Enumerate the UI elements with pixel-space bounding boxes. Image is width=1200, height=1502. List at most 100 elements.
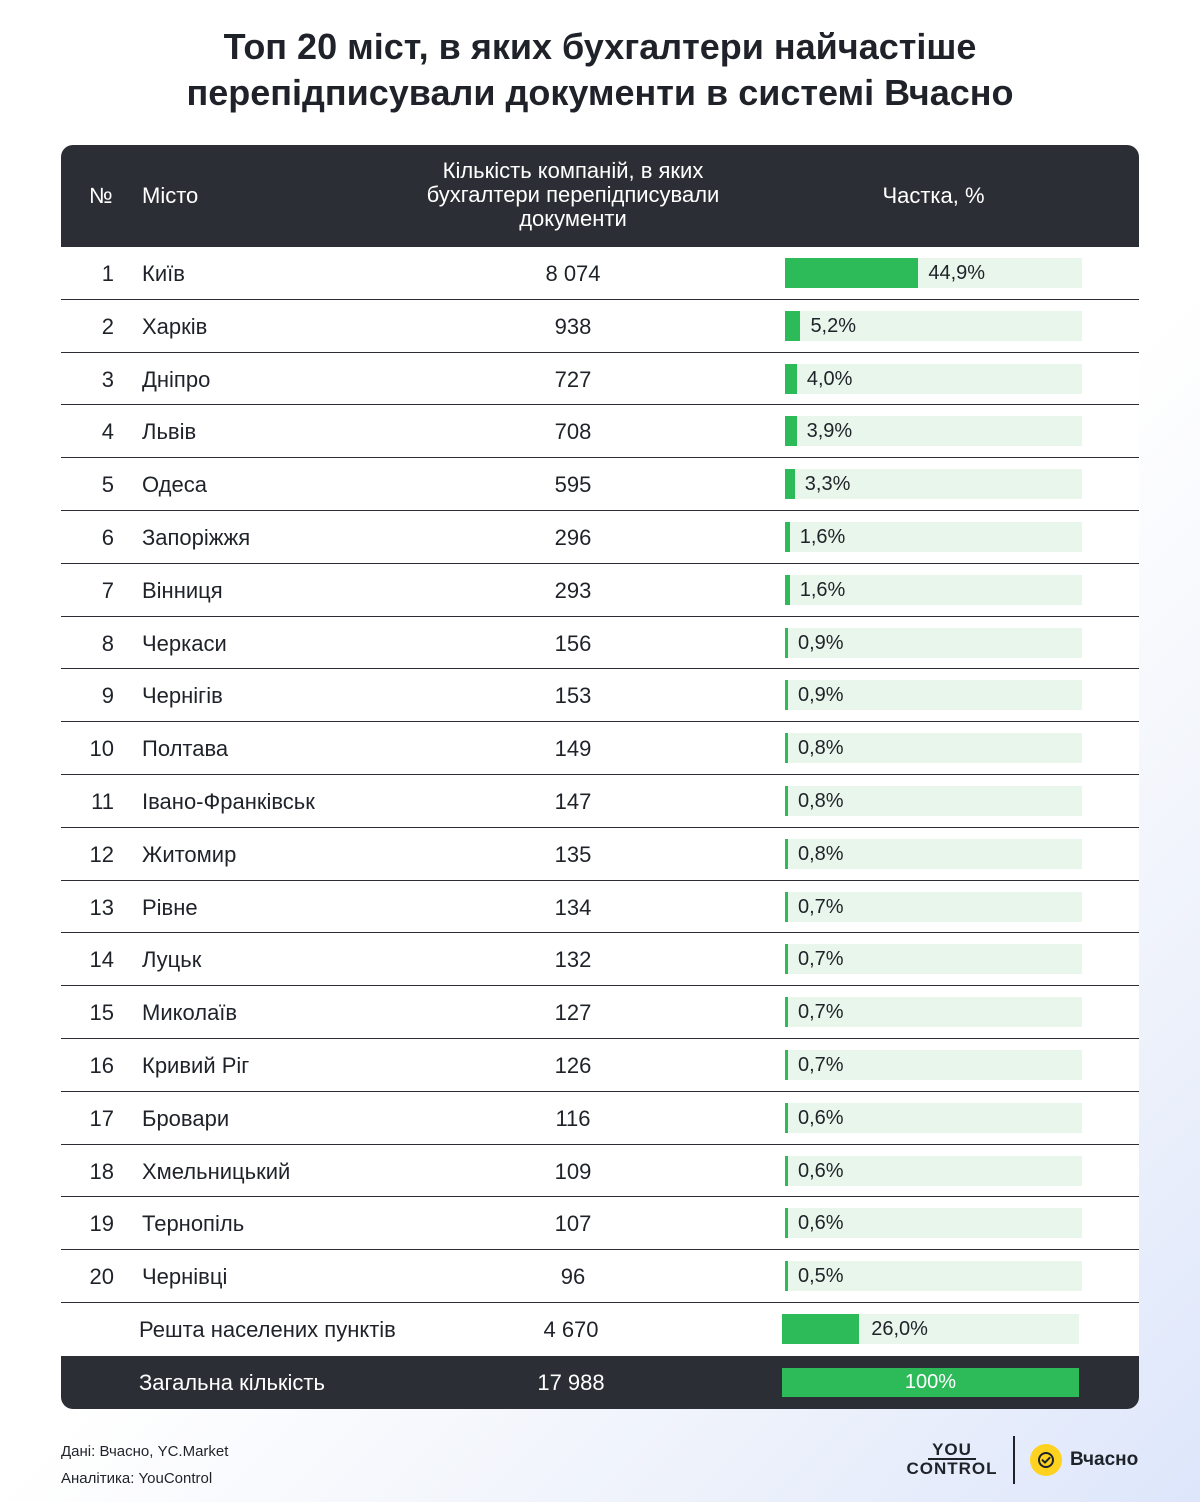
- row-count: 96: [560, 1264, 586, 1290]
- table-row: 19 Тернопіль 107 0,6%: [61, 1197, 1139, 1251]
- share-label: 0,5%: [798, 1265, 844, 1288]
- row-city: Житомир: [142, 841, 237, 867]
- row-number: 1: [101, 261, 114, 286]
- table-row: 8 Черкаси 156 0,9%: [61, 616, 1139, 670]
- row-count: 156: [554, 630, 592, 656]
- header-count: Кількість компаній, в яких бухгалтери пе…: [401, 159, 745, 231]
- vchasno-logo-label: Вчасно: [1070, 1449, 1139, 1470]
- share-label: 4,0%: [806, 367, 853, 390]
- total-label: Загальна кількість: [139, 1369, 325, 1395]
- share-label: 0,8%: [798, 842, 844, 865]
- share-label: 3,9%: [806, 420, 853, 443]
- row-count: 149: [554, 736, 592, 762]
- row-city: Львів: [142, 419, 197, 445]
- share-track: 1,6%: [785, 574, 1082, 605]
- share-bar: [785, 416, 797, 447]
- rest-label: Решта населених пунктів: [139, 1316, 396, 1342]
- share-track: 0,8%: [785, 785, 1082, 816]
- row-count: 126: [554, 1052, 592, 1078]
- row-city: Черкаси: [142, 630, 227, 656]
- title-line-1: Топ 20 міст, в яких бухгалтери найчастіш…: [223, 26, 977, 67]
- share-track: 3,9%: [785, 416, 1082, 447]
- share-track: 0,7%: [785, 1049, 1082, 1080]
- share-bar: [785, 310, 801, 341]
- chart-title: Топ 20 міст, в яких бухгалтери найчастіш…: [0, 24, 1200, 116]
- rest-share-bar: [782, 1313, 860, 1344]
- share-label: 1,6%: [799, 578, 846, 601]
- share-track: 3,3%: [785, 469, 1082, 500]
- data-table: № Місто Кількість компаній, в яких бухга…: [61, 145, 1139, 1409]
- share-label: 5,2%: [810, 314, 857, 337]
- share-label: 0,9%: [798, 631, 844, 654]
- share-track: 0,6%: [785, 1208, 1082, 1239]
- share-track: 0,7%: [785, 944, 1082, 975]
- rest-count: 4 670: [543, 1316, 599, 1342]
- total-share-bar: 100%: [782, 1367, 1079, 1397]
- table-row: 12 Житомир 135 0,8%: [61, 827, 1139, 881]
- youcontrol-logo-line-1: YOU: [928, 1441, 976, 1460]
- row-city: Полтава: [142, 736, 229, 762]
- row-number: 14: [89, 947, 114, 973]
- title-line-2: перепідписували документи в системі Вчас…: [186, 72, 1014, 113]
- share-track: 0,8%: [785, 733, 1082, 764]
- share-track: 5,2%: [785, 310, 1082, 341]
- row-city: Рівне: [142, 894, 198, 920]
- header-count-line-1: Кількість компаній, в яких: [442, 158, 704, 183]
- total-count: 17 988: [537, 1369, 605, 1395]
- share-bar: [785, 944, 788, 975]
- share-label: 0,7%: [798, 1001, 844, 1024]
- table-row: 15 Миколаїв 127 0,7%: [61, 986, 1139, 1039]
- row-city: Запоріжжя: [142, 524, 251, 550]
- share-track: 0,9%: [785, 627, 1082, 658]
- row-number: 9: [101, 683, 114, 709]
- header-city: Місто: [142, 183, 199, 208]
- table-row: 9 Чернігів 153 0,9%: [61, 669, 1139, 723]
- row-number: 18: [89, 1158, 114, 1184]
- row-count: 127: [554, 1000, 592, 1026]
- row-count: 109: [554, 1158, 592, 1184]
- table-row: 14 Луцьк 132 0,7%: [61, 933, 1139, 987]
- row-count: 134: [554, 894, 592, 920]
- row-number: 13: [89, 894, 114, 920]
- table-row: 7 Вінниця 293 1,6%: [61, 563, 1139, 617]
- share-bar: [785, 1049, 788, 1080]
- share-bar: [785, 1208, 788, 1239]
- table-body: 1 Київ 8 074 44,9% 2 Харків 938 5,2% 3 Дніпро 727 4…: [61, 247, 1139, 1303]
- row-count: 147: [554, 788, 592, 814]
- row-city: Вінниця: [142, 577, 223, 603]
- source-note: Дані: Вчасно, YC.Market: [61, 1443, 229, 1460]
- table-row: 2 Харків 938 5,2%: [61, 299, 1139, 353]
- footer-notes: Дані: Вчасно, YC.Market Аналітика: YouCo…: [61, 1438, 228, 1492]
- rest-share-track: 26,0%: [782, 1313, 1079, 1344]
- table-row: 13 Рівне 134 0,7%: [61, 880, 1139, 934]
- row-number: 11: [91, 788, 114, 814]
- row-city: Чернівці: [142, 1264, 228, 1290]
- share-track: 0,5%: [785, 1261, 1082, 1292]
- share-track: 0,6%: [785, 1102, 1082, 1133]
- table-row: 10 Полтава 149 0,8%: [61, 722, 1139, 775]
- share-bar: [785, 891, 788, 922]
- share-bar: [785, 469, 795, 500]
- row-city: Луцьк: [142, 947, 202, 973]
- youcontrol-logo-line-2: CONTROL: [906, 1459, 998, 1478]
- table-row: 20 Чернівці 96 0,5%: [61, 1250, 1139, 1303]
- share-label: 44,9%: [928, 262, 986, 284]
- share-bar: [785, 838, 788, 869]
- header-share: Частка, %: [882, 183, 985, 208]
- share-bar: [785, 521, 790, 552]
- table-row: 1 Київ 8 074 44,9%: [61, 247, 1139, 300]
- share-bar: [785, 1155, 788, 1186]
- row-number: 7: [101, 577, 114, 603]
- table-header: № Місто Кількість компаній, в яких бухга…: [61, 145, 1139, 247]
- row-number: 8: [101, 630, 114, 656]
- row-number: 6: [101, 524, 114, 550]
- row-city: Харків: [142, 313, 208, 339]
- header-count-line-3: документи: [519, 206, 627, 231]
- check-circle-icon: [1030, 1444, 1062, 1476]
- row-city: Івано-Франківськ: [142, 788, 315, 814]
- row-number: 15: [89, 1000, 114, 1026]
- row-number: 5: [101, 472, 114, 498]
- row-city: Чернігів: [142, 683, 223, 709]
- share-label: 1,6%: [799, 525, 846, 548]
- row-city: Миколаїв: [142, 1000, 238, 1026]
